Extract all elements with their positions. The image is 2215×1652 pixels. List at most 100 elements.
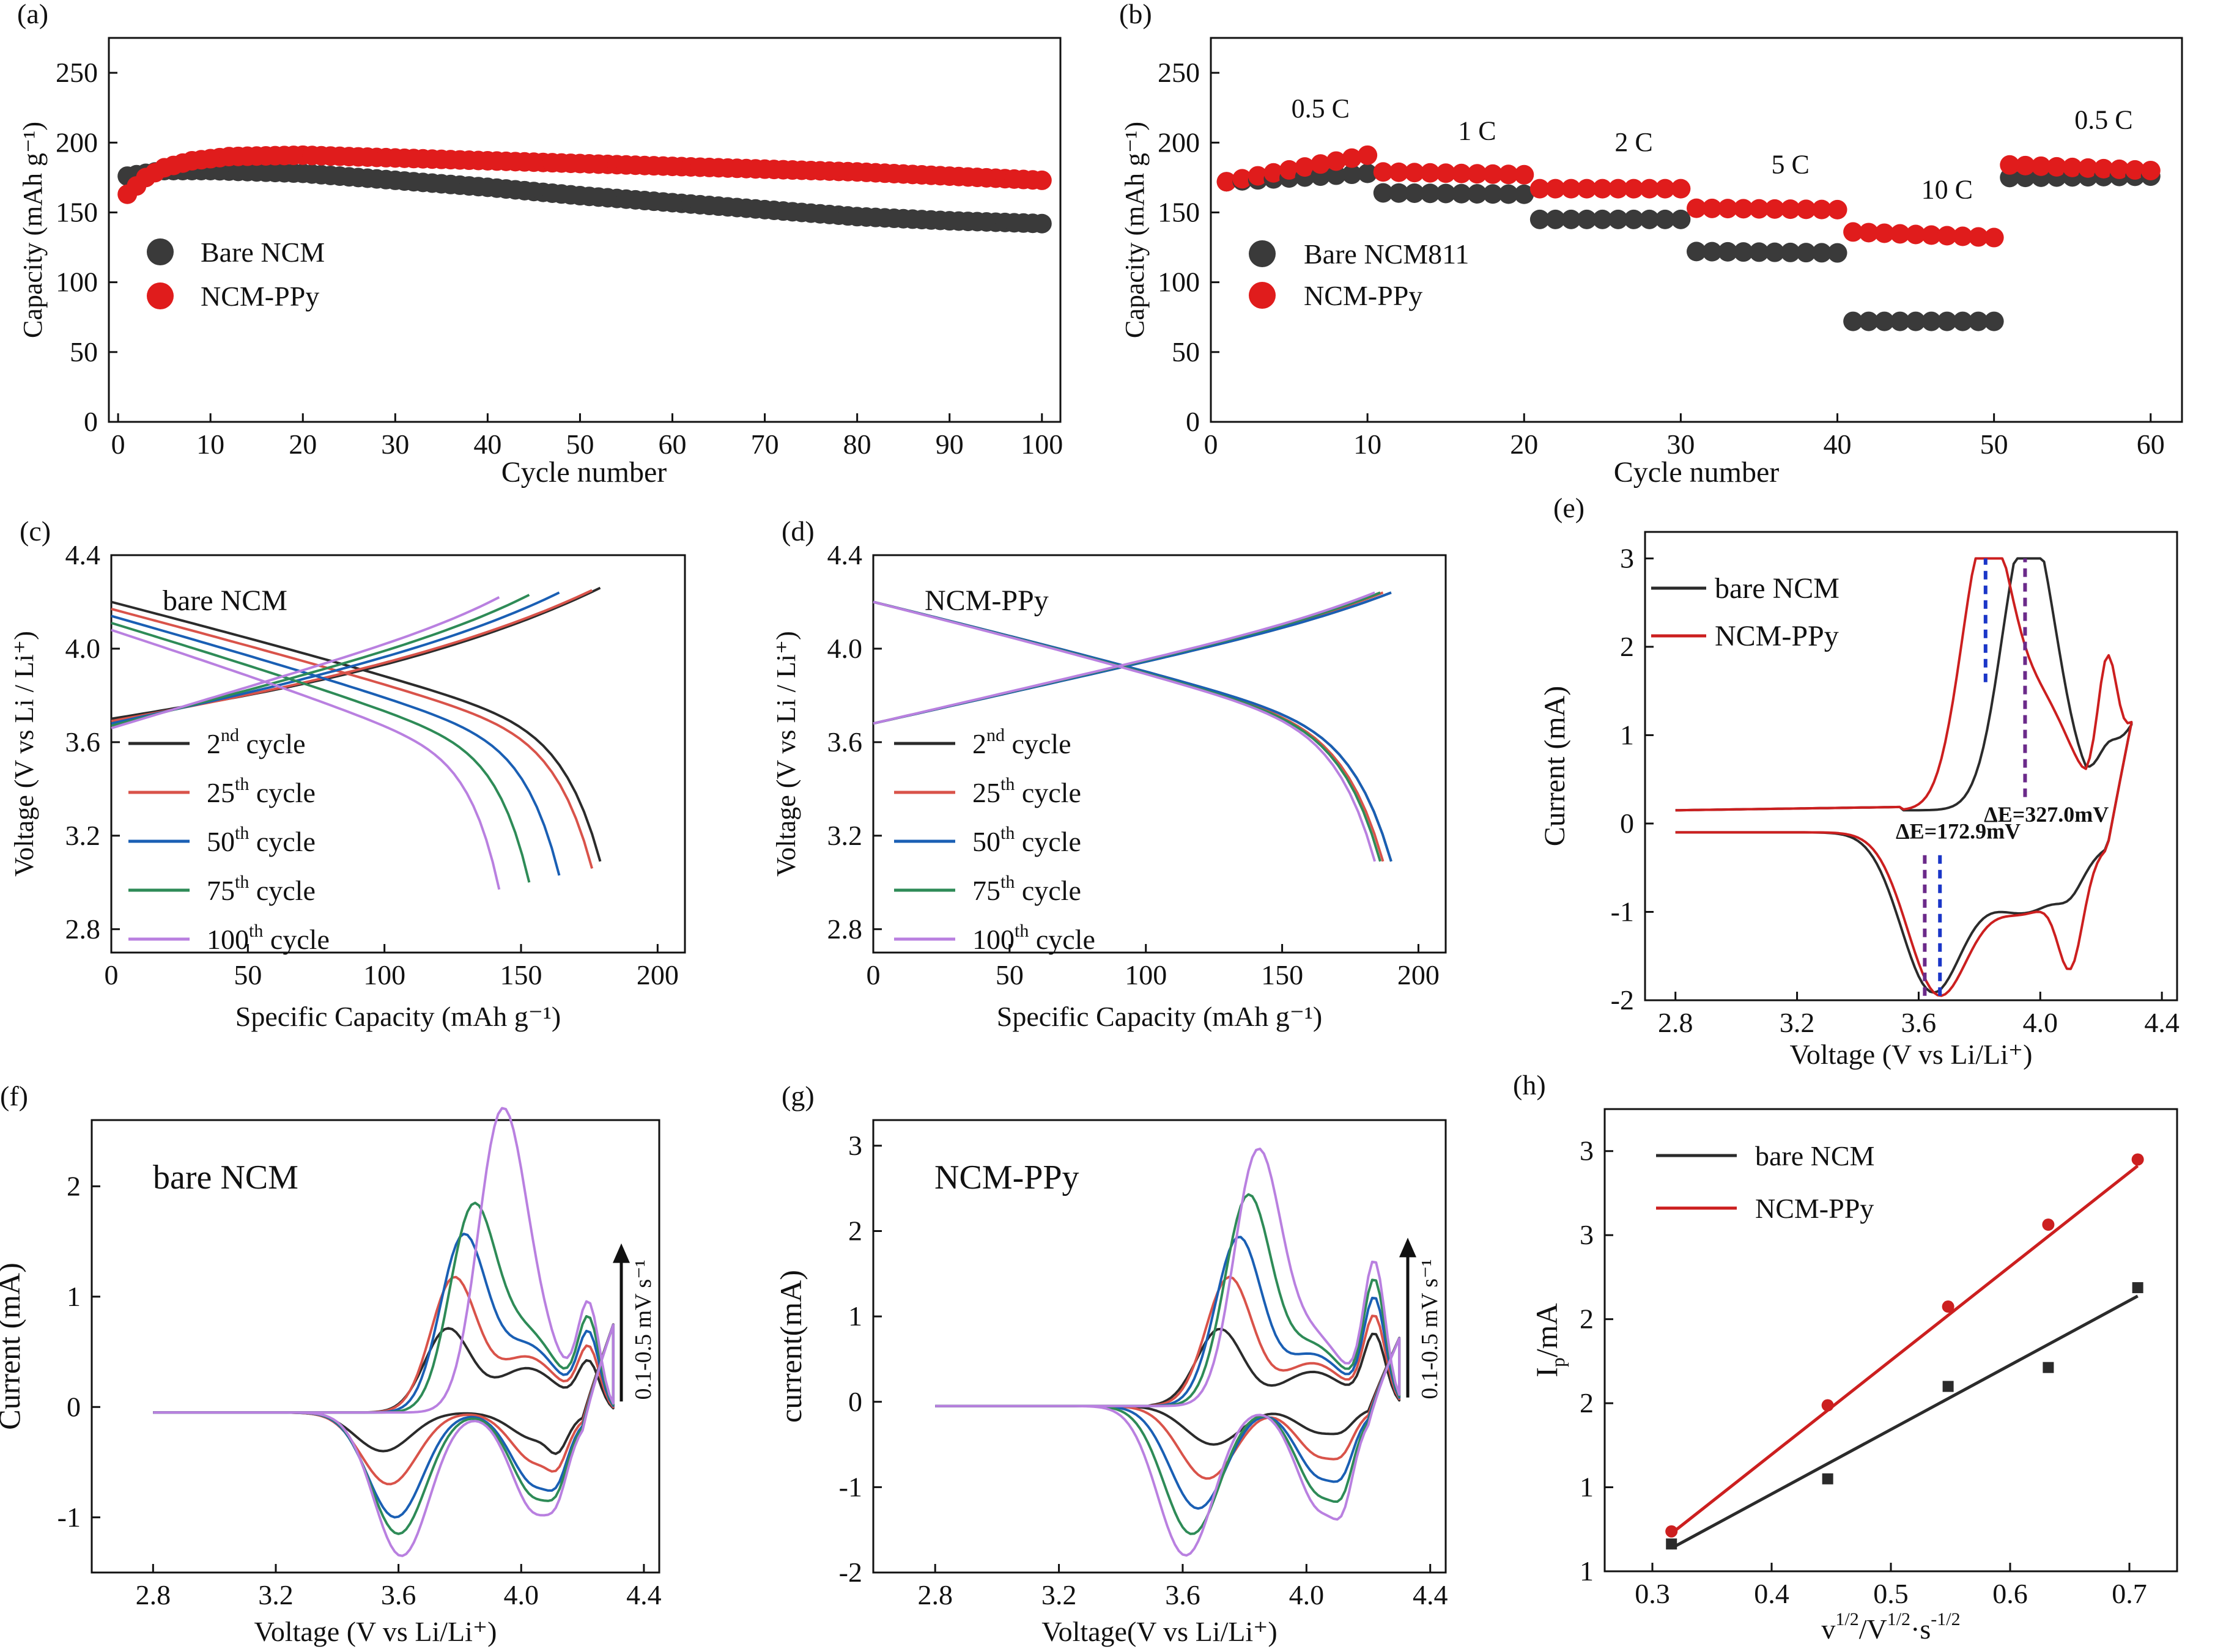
x-tick-label: 4.0: [2023, 1007, 2058, 1038]
x-tick-label: 100: [1125, 959, 1167, 990]
data-point-ppy: [1279, 160, 1300, 180]
legend-num: 50: [207, 826, 235, 857]
legend-label: NCM-PPy: [1755, 1193, 1874, 1224]
x-tick-label: 50: [566, 429, 594, 460]
legend-label: bare NCM: [1715, 572, 1840, 605]
x-tick-label: 10: [196, 429, 224, 460]
legend-ord: th: [1000, 774, 1015, 794]
y-tick-label: -2: [839, 1557, 862, 1588]
discharge-curve: [873, 600, 1381, 862]
y-axis-label: Current (mA): [1539, 686, 1571, 847]
y-tick-label: 50: [1172, 336, 1200, 367]
sample-label: NCM-PPy: [925, 584, 1049, 617]
sample-label: NCM-PPy: [934, 1159, 1079, 1197]
rate-label: 2 C: [1614, 127, 1652, 157]
data-point-ppy: [1248, 166, 1268, 186]
plot-frame: [110, 554, 686, 954]
data-point-ppy: [2125, 160, 2145, 180]
rate-label: 5 C: [1771, 150, 1809, 180]
legend-rest: cycle: [263, 924, 330, 955]
legend-label: 2nd cycle: [972, 725, 1071, 759]
legend-label: Bare NCM811: [1304, 238, 1469, 270]
data-point-bare: [1404, 183, 1424, 203]
data-point-bare: [1718, 242, 1738, 262]
y-tick-label: 0: [1620, 808, 1634, 839]
y-axis-label-part: p: [1547, 1357, 1569, 1367]
y-tick-label: -1: [57, 1502, 81, 1533]
data-point-bare: [1655, 209, 1675, 229]
legend-label: 100th cycle: [207, 921, 330, 955]
panel-a: 0 10 20 30 40 50 60 70 80 90 100 0 50 100 150 200 250 (a)…: [17, 0, 1063, 489]
legend-rest: cycle: [249, 826, 316, 857]
x-tick-label: 100: [363, 959, 405, 990]
data-point-ppy: [2047, 157, 2067, 177]
x-tick-label: 150: [1261, 959, 1303, 990]
legend-num: 100: [207, 924, 249, 955]
data-point-bare: [1921, 311, 1942, 331]
data-point-ppy: [1624, 179, 1644, 199]
x-axis-label-part: /V: [1859, 1613, 1887, 1645]
x-tick-label: 3.6: [1165, 1579, 1200, 1610]
plot-frame: [1603, 1108, 2178, 1573]
x-axis-label: Specific Capacity (mAh g⁻¹): [235, 1001, 561, 1032]
discharge-curve: [111, 629, 501, 890]
legend-ord: nd: [221, 725, 239, 745]
y-tick-label: 4.0: [65, 633, 101, 664]
legend-marker: [147, 282, 174, 309]
data-point-bare: [2043, 1362, 2054, 1373]
data-point-bare: [1749, 242, 1769, 262]
data-point-ppy: [2078, 158, 2098, 178]
legend-rest: cycle: [1029, 924, 1095, 955]
data-point-bare: [1358, 163, 1378, 183]
cv-rate-curve: [935, 1148, 1401, 1557]
y-tick-label: 0: [848, 1386, 862, 1417]
data-point-bare: [1827, 243, 1847, 263]
panel-label: (g): [782, 1080, 815, 1112]
y-tick-label: 2: [1580, 1387, 1594, 1418]
data-point-ppy: [1389, 162, 1409, 182]
legend-num: 75: [972, 875, 1000, 906]
charge-curve: [111, 596, 500, 729]
cv-rate-curve: [153, 1275, 615, 1486]
y-tick-label: -1: [839, 1471, 862, 1502]
data-point-ppy: [2062, 157, 2082, 177]
x-tick-label: 4.0: [1289, 1579, 1325, 1610]
x-tick-label: 0.4: [1754, 1578, 1789, 1609]
x-axis-label-part: -1/2: [1931, 1609, 1960, 1629]
legend-num: 2: [972, 728, 986, 759]
data-point-bare: [1937, 311, 1957, 331]
data-point-ppy: [1032, 170, 1052, 190]
data-point-ppy: [1311, 154, 1331, 174]
data-point-ppy: [1843, 222, 1863, 242]
data-point-bare: [1373, 183, 1393, 203]
y-tick-label: 0: [84, 406, 98, 437]
x-axis-label: Voltage (V vs Li/Li⁺): [1790, 1039, 2033, 1070]
x-tick-label: 40: [1824, 429, 1852, 460]
y-tick-label: 2: [848, 1215, 862, 1247]
x-tick-label: 0: [105, 959, 119, 990]
y-tick-label: 2: [67, 1170, 81, 1201]
data-point-ppy: [1718, 199, 1738, 219]
y-tick-label: 2: [1620, 631, 1634, 662]
data-point-ppy: [1592, 179, 1613, 199]
rate-label: 0.5 C: [2074, 105, 2132, 135]
y-tick-label: 250: [1158, 57, 1200, 88]
data-point-ppy: [1858, 223, 1879, 243]
x-tick-label: 10: [1353, 429, 1381, 460]
x-axis-label-part: ·s: [1910, 1613, 1931, 1645]
data-point-ppy: [1827, 199, 1847, 219]
y-axis-label: Voltage (V vs Li / Li⁺): [9, 631, 39, 877]
legend-label: Bare NCM: [201, 237, 325, 268]
rate-label: 0.5 C: [1292, 94, 1350, 124]
data-point-bare: [1577, 209, 1597, 229]
rate-label: 1 C: [1458, 116, 1496, 146]
legend-ord: th: [235, 823, 249, 843]
data-point-bare: [1942, 1381, 1954, 1392]
legend-rest: cycle: [1015, 875, 1081, 906]
cv-rate-curve: [935, 1193, 1401, 1535]
x-tick-label: 60: [2137, 429, 2165, 460]
y-tick-label: 2.8: [65, 913, 101, 945]
y-tick-label: 1: [67, 1281, 81, 1312]
y-tick-label: 4.4: [65, 539, 101, 570]
data-point-bare: [1529, 209, 1550, 229]
